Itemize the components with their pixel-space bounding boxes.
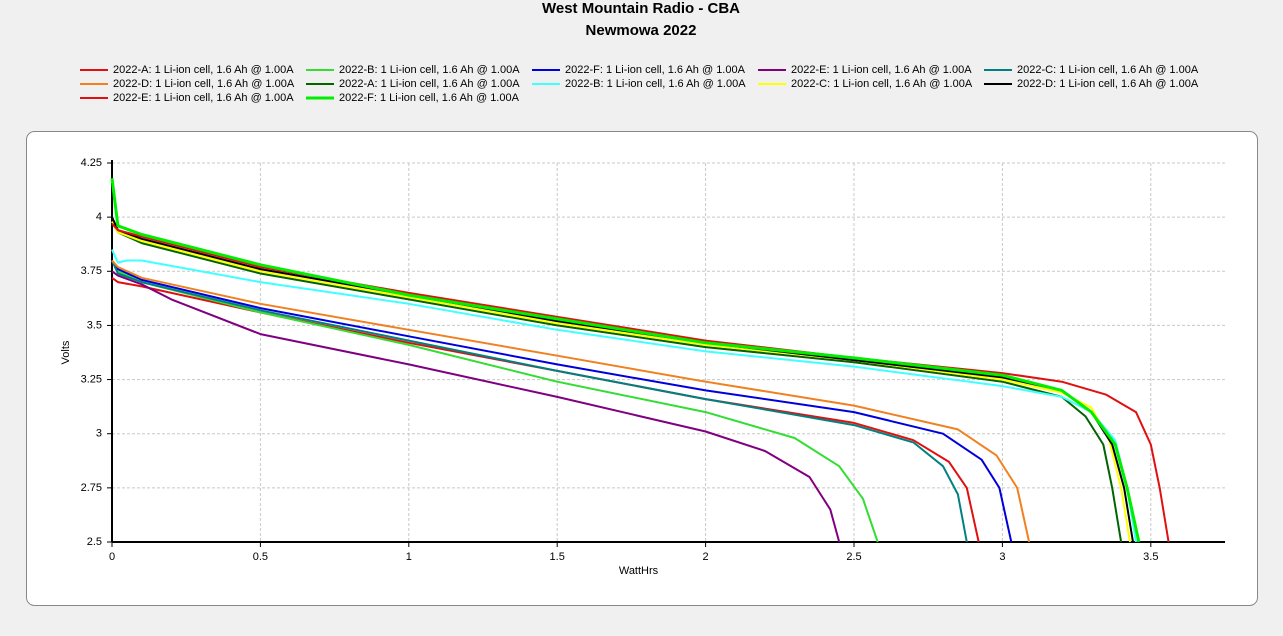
y-tick-label: 3 bbox=[96, 428, 102, 440]
series-line bbox=[111, 270, 841, 543]
legend-label: 2022-B: 1 Li-ion cell, 1.6 Ah @ 1.00A bbox=[339, 64, 520, 76]
x-tick-label: 3 bbox=[999, 551, 1005, 563]
x-tick-label: 3.5 bbox=[1143, 551, 1158, 563]
legend-label: 2022-E: 1 Li-ion cell, 1.6 Ah @ 1.00A bbox=[113, 92, 294, 104]
x-tick-label: 2.5 bbox=[846, 551, 861, 563]
y-tick-label: 4 bbox=[96, 211, 102, 223]
x-tick-label: 1 bbox=[406, 551, 412, 563]
series-line bbox=[111, 259, 1031, 543]
y-tick-label: 4.25 bbox=[81, 157, 102, 169]
legend-label: 2022-A: 1 Li-ion cell, 1.6 Ah @ 1.00A bbox=[113, 64, 294, 76]
y-tick-label: 3.75 bbox=[81, 265, 102, 277]
legend-label: 2022-F: 1 Li-ion cell, 1.6 Ah @ 1.00A bbox=[339, 92, 520, 104]
series-line bbox=[110, 178, 1141, 543]
legend-label: 2022-D: 1 Li-ion cell, 1.6 Ah @ 1.00A bbox=[113, 78, 295, 90]
chart-subtitle: Newmowa 2022 bbox=[586, 22, 697, 39]
x-tick-label: 1.5 bbox=[550, 551, 565, 563]
legend-label: 2022-E: 1 Li-ion cell, 1.6 Ah @ 1.00A bbox=[791, 64, 972, 76]
x-tick-label: 0 bbox=[109, 551, 115, 563]
chart-title: West Mountain Radio - CBA bbox=[542, 0, 740, 17]
y-tick-label: 3.25 bbox=[81, 373, 102, 385]
plot-frame bbox=[26, 131, 1258, 606]
y-axis-label: Volts bbox=[60, 340, 72, 364]
y-tick-label: 2.5 bbox=[87, 536, 102, 548]
series-line bbox=[111, 260, 968, 543]
series-line bbox=[111, 259, 1013, 543]
legend-label: 2022-D: 1 Li-ion cell, 1.6 Ah @ 1.00A bbox=[1017, 78, 1199, 90]
series-line bbox=[111, 221, 1123, 543]
y-tick-label: 3.5 bbox=[87, 319, 102, 331]
legend-label: 2022-C: 1 Li-ion cell, 1.6 Ah @ 1.00A bbox=[1017, 64, 1199, 76]
legend-label: 2022-B: 1 Li-ion cell, 1.6 Ah @ 1.00A bbox=[565, 78, 746, 90]
x-tick-label: 2 bbox=[703, 551, 709, 563]
x-axis-label: WattHrs bbox=[619, 565, 659, 577]
x-tick-label: 0.5 bbox=[253, 551, 268, 563]
y-tick-label: 2.75 bbox=[81, 482, 102, 494]
legend-label: 2022-C: 1 Li-ion cell, 1.6 Ah @ 1.00A bbox=[791, 78, 973, 90]
legend-label: 2022-A: 1 Li-ion cell, 1.6 Ah @ 1.00A bbox=[339, 78, 520, 90]
legend-label: 2022-F: 1 Li-ion cell, 1.6 Ah @ 1.00A bbox=[565, 64, 746, 76]
series-line bbox=[111, 249, 1137, 543]
